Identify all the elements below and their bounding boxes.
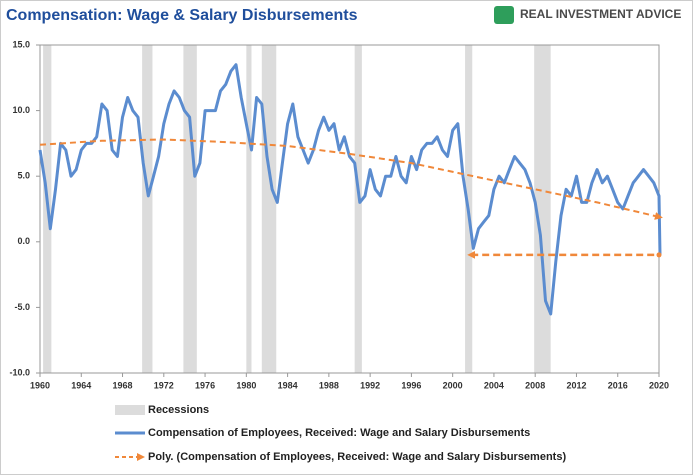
data-line — [38, 63, 662, 316]
annotation-dot — [656, 252, 662, 258]
logo-icon — [494, 6, 514, 24]
recession-band — [354, 45, 362, 373]
recession-band — [534, 45, 551, 373]
y-tick-label: 5.0 — [17, 171, 30, 181]
x-tick-label: 2000 — [443, 380, 463, 390]
chart-title: Compensation: Wage & Salary Disbursement… — [6, 7, 358, 24]
legend-swatch — [115, 405, 145, 415]
x-tick-label: 2020 — [649, 380, 669, 390]
x-tick-label: 2004 — [484, 380, 504, 390]
recession-band — [246, 45, 252, 373]
x-tick-label: 2012 — [566, 380, 586, 390]
x-tick-label: 1992 — [360, 380, 380, 390]
x-tick-label: 1976 — [195, 380, 215, 390]
x-tick-label: 1980 — [236, 380, 256, 390]
trend-line — [39, 138, 663, 220]
y-tick-label: -10.0 — [9, 367, 30, 377]
recession-band — [142, 45, 153, 373]
x-tick-label: 1988 — [319, 380, 339, 390]
recession-band — [261, 45, 277, 373]
x-tick-label: 1996 — [401, 380, 421, 390]
legend-label: Compensation of Employees, Received: Wag… — [148, 427, 530, 439]
logo: REAL INVESTMENT ADVICE — [520, 7, 681, 21]
y-tick-label: 0.0 — [17, 236, 30, 246]
y-tick-label: 10.0 — [12, 105, 30, 115]
x-tick-label: 1984 — [278, 380, 298, 390]
recession-band — [183, 45, 197, 373]
x-tick-label: 2016 — [608, 380, 628, 390]
y-tick-label: 15.0 — [12, 39, 30, 49]
legend-label: Poly. (Compensation of Employees, Receiv… — [148, 451, 566, 463]
y-tick-label: -5.0 — [14, 302, 30, 312]
x-tick-label: 2008 — [525, 380, 545, 390]
legend-label: Recessions — [148, 404, 209, 416]
x-tick-label: 1972 — [154, 380, 174, 390]
x-tick-label: 1964 — [71, 380, 91, 390]
x-tick-label: 1960 — [30, 380, 50, 390]
x-tick-label: 1968 — [113, 380, 133, 390]
